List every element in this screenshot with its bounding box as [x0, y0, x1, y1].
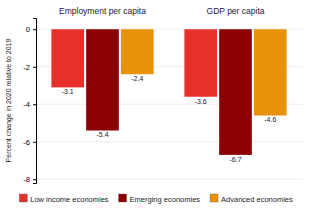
y-tick-label: -2 — [23, 63, 30, 72]
bars — [51, 29, 286, 155]
chart: Low income economies Emerging economies Ad… — [0, 0, 312, 208]
y-tick: 0 — [26, 25, 36, 34]
grid-line — [36, 179, 302, 180]
bar — [184, 29, 217, 97]
y-tick: -8 — [23, 175, 36, 184]
y-tick-mark — [33, 67, 36, 68]
legend-item: Emerging economies — [119, 194, 201, 204]
y-axis: 0 -2 -4 -6 -8 — [23, 19, 36, 185]
data-labels: -3.1 -3.6 -5.4 -6.7 -2.4 -4.6 — [62, 75, 277, 163]
category-label: GDP per capita — [207, 6, 265, 16]
legend: Low income economies Emerging economies Ad… — [19, 194, 293, 204]
y-tick: -4 — [23, 100, 36, 109]
bar — [51, 29, 84, 87]
legend-item: Low income economies — [19, 194, 109, 204]
y-tick: -2 — [23, 63, 36, 72]
y-tick-label: 0 — [26, 25, 30, 34]
x-tick: Employment per capita — [59, 6, 146, 18]
legend-swatch — [119, 194, 127, 202]
y-tick-label: -8 — [23, 175, 30, 184]
legend-item: Advanced economies — [210, 194, 293, 204]
data-label: -3.1 — [62, 88, 74, 95]
category-label: Employment per capita — [59, 6, 146, 16]
bar — [121, 29, 154, 74]
legend-label: Advanced economies — [221, 195, 293, 204]
y-tick-mark — [33, 142, 36, 143]
y-tick-mark — [33, 179, 36, 180]
bar — [219, 29, 252, 155]
data-label: -6.7 — [229, 156, 241, 163]
legend-label: Low income economies — [30, 195, 109, 204]
y-tick-label: -6 — [23, 138, 30, 147]
legend-label: Emerging economies — [130, 195, 201, 204]
y-tick-mark — [33, 104, 36, 105]
data-label: -4.6 — [264, 116, 276, 123]
data-label: -3.6 — [195, 98, 207, 105]
bar — [254, 29, 287, 115]
y-tick: -6 — [23, 138, 36, 147]
legend-swatch — [210, 194, 218, 202]
y-axis-line — [33, 19, 37, 184]
bar — [86, 29, 119, 130]
y-tick-mark — [33, 29, 36, 30]
grid — [36, 29, 302, 179]
x-axis: Employment per capita GDP per capita — [59, 6, 265, 18]
y-axis-title: Percent change in 2020 relative to 2019 — [5, 39, 13, 163]
data-label: -5.4 — [96, 131, 108, 138]
plot: -3.1 -3.6 -5.4 -6.7 -2.4 -4.6 0 -2 -4 -6 -8 Employm… — [23, 6, 302, 184]
data-label: -2.4 — [131, 75, 143, 82]
legend-swatch — [19, 194, 27, 202]
y-tick-label: -4 — [23, 100, 30, 109]
grid-line — [36, 141, 302, 142]
x-tick: GDP per capita — [207, 6, 265, 18]
